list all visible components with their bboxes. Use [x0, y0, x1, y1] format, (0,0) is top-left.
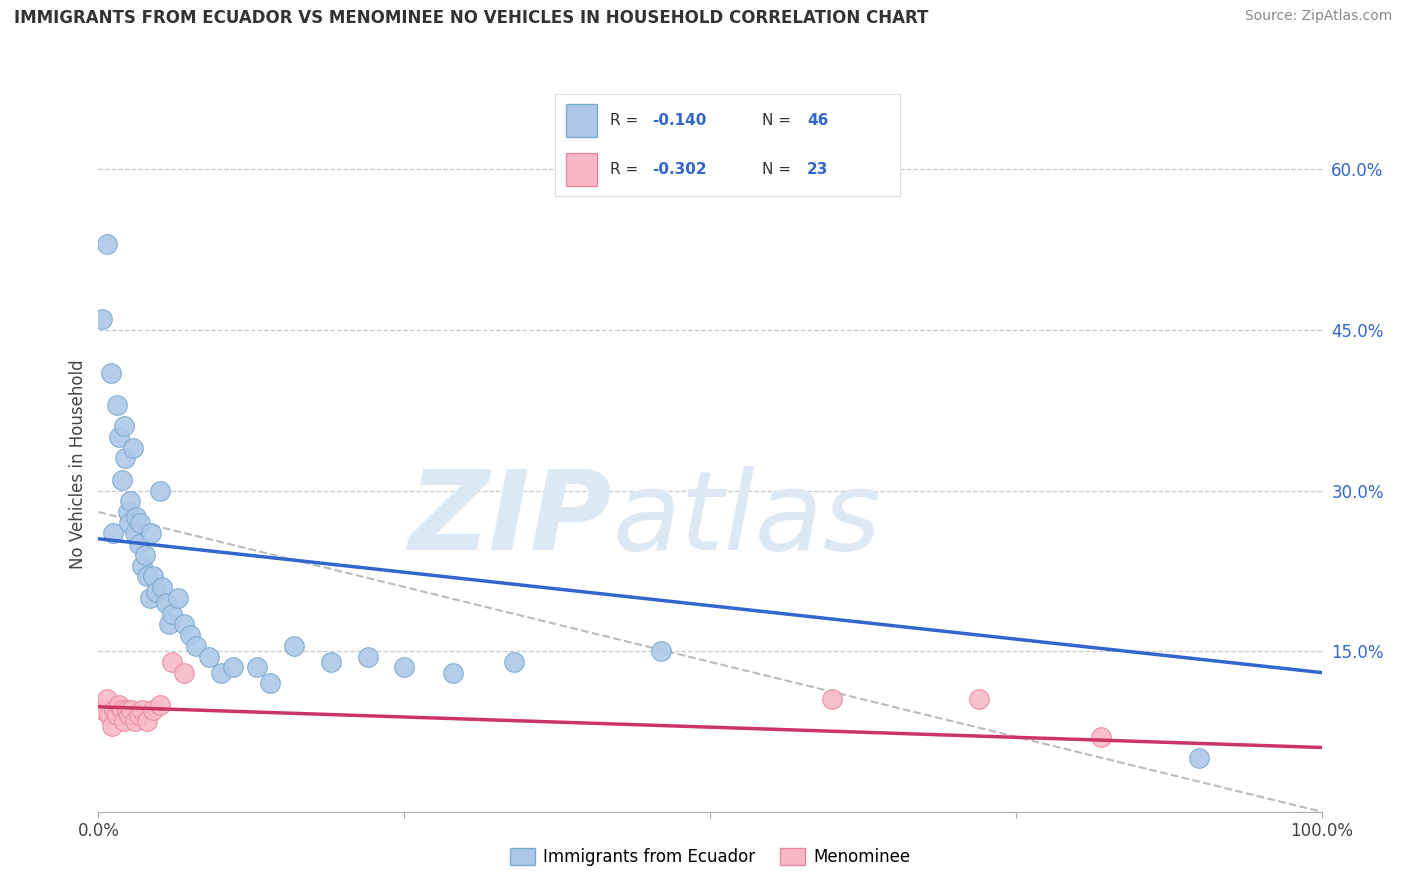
Point: [319, 655, 342, 669]
Y-axis label: No Vehicles in Household: No Vehicles in Household: [69, 359, 87, 569]
Point: [114, 451, 136, 466]
Point: [120, 494, 142, 508]
Bar: [565, 104, 596, 136]
Point: [101, 526, 124, 541]
Point: [96, 692, 118, 706]
Point: [136, 714, 159, 728]
Point: [105, 708, 128, 723]
Text: atlas: atlas: [612, 466, 880, 573]
Point: [131, 703, 153, 717]
Point: [129, 516, 152, 530]
Point: [91, 703, 114, 717]
Point: [173, 617, 195, 632]
Point: [967, 692, 990, 706]
Point: [246, 660, 269, 674]
Point: [142, 569, 165, 583]
Point: [160, 655, 183, 669]
Point: [650, 644, 672, 658]
Point: [259, 676, 281, 690]
Text: R =: R =: [610, 112, 644, 128]
Point: [118, 516, 141, 530]
Point: [222, 660, 245, 674]
Point: [145, 585, 167, 599]
Point: [356, 649, 378, 664]
Point: [155, 596, 177, 610]
Text: 23: 23: [807, 162, 828, 178]
Point: [209, 665, 232, 680]
Point: [112, 714, 135, 728]
Point: [1090, 730, 1112, 744]
Point: [139, 526, 162, 541]
Point: [128, 708, 150, 723]
Point: [121, 441, 143, 455]
Point: [503, 655, 526, 669]
Point: [441, 665, 464, 680]
Point: [112, 419, 135, 434]
Point: [108, 698, 131, 712]
Point: [111, 703, 134, 717]
Legend: Immigrants from Ecuador, Menominee: Immigrants from Ecuador, Menominee: [503, 841, 917, 873]
Point: [111, 473, 134, 487]
Point: [120, 703, 142, 717]
Point: [179, 628, 201, 642]
Point: [96, 237, 118, 252]
Point: [98, 708, 121, 723]
Point: [128, 537, 150, 551]
Text: N =: N =: [762, 112, 796, 128]
Point: [139, 591, 162, 605]
Point: [186, 639, 208, 653]
Text: IMMIGRANTS FROM ECUADOR VS MENOMINEE NO VEHICLES IN HOUSEHOLD CORRELATION CHART: IMMIGRANTS FROM ECUADOR VS MENOMINEE NO …: [14, 9, 928, 27]
Point: [124, 526, 146, 541]
Point: [149, 698, 172, 712]
Point: [167, 591, 190, 605]
Text: Source: ZipAtlas.com: Source: ZipAtlas.com: [1244, 9, 1392, 23]
Point: [197, 649, 219, 664]
Bar: [565, 153, 596, 186]
Text: -0.302: -0.302: [652, 162, 706, 178]
Text: -0.140: -0.140: [652, 112, 706, 128]
Point: [821, 692, 844, 706]
Text: 46: 46: [807, 112, 828, 128]
Point: [101, 719, 124, 733]
Text: ZIP: ZIP: [409, 466, 612, 573]
Point: [108, 430, 131, 444]
Point: [105, 398, 128, 412]
Point: [118, 708, 141, 723]
Point: [125, 510, 148, 524]
Point: [142, 703, 165, 717]
Point: [136, 569, 159, 583]
Point: [103, 703, 125, 717]
Point: [100, 366, 122, 380]
Point: [91, 312, 114, 326]
Point: [117, 505, 139, 519]
Point: [124, 714, 146, 728]
Point: [392, 660, 416, 674]
Point: [115, 703, 138, 717]
Point: [173, 665, 195, 680]
Text: N =: N =: [762, 162, 796, 178]
Point: [160, 607, 183, 621]
Point: [283, 639, 305, 653]
Text: R =: R =: [610, 162, 644, 178]
Point: [150, 580, 173, 594]
Point: [131, 558, 153, 573]
Point: [149, 483, 172, 498]
Point: [134, 548, 156, 562]
Point: [157, 617, 180, 632]
Point: [1188, 751, 1211, 765]
